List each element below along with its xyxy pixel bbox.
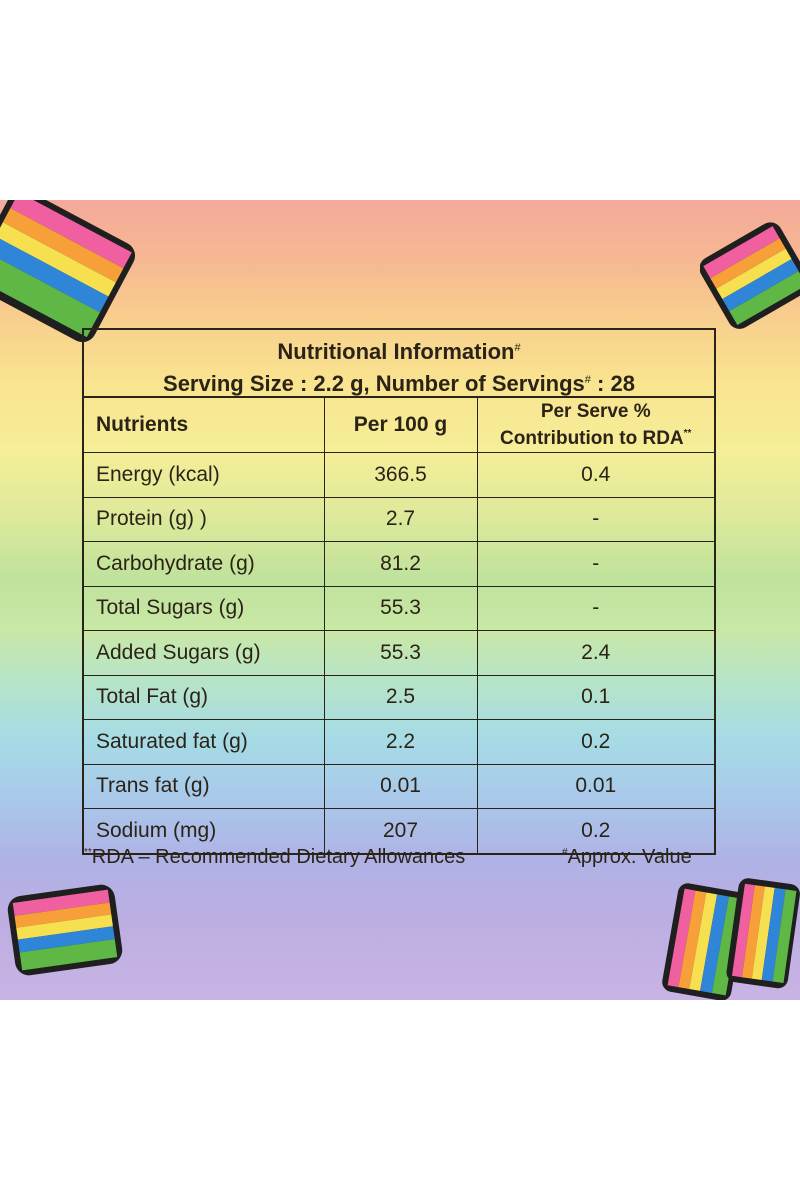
value-per-100g: 2.5	[323, 674, 478, 720]
value-rda: 0.01	[476, 763, 714, 809]
value-per-100g: 207	[323, 808, 478, 853]
nutrient-name: Sodium (mg)	[84, 808, 325, 853]
rainbow-background-card: Nutritional Information# Serving Size : …	[0, 200, 800, 1000]
table-row: Carbohydrate (g) 81.2-	[84, 541, 714, 587]
nutrition-table: Nutrients Per 100 g Per Serve % Contribut…	[84, 398, 714, 853]
table-row: Total Sugars (g) 55.3-	[84, 585, 714, 631]
value-per-100g: 0.01	[323, 763, 478, 809]
table-row: Total Fat (g) 2.5 0.1	[84, 674, 714, 720]
value-per-100g: 2.7	[323, 496, 478, 542]
nutrient-name: Trans fat (g)	[84, 763, 325, 809]
value-rda: -	[476, 541, 714, 587]
serving-marker: #	[584, 374, 591, 386]
value-rda: -	[476, 585, 714, 631]
value-rda: 0.4	[476, 452, 714, 498]
table-row: Saturated fat (g) 2.2 0.2	[84, 719, 714, 765]
footnote-approx: #Approx. Value	[562, 846, 692, 868]
table-row: Trans fat (g) 0.01 0.01	[84, 763, 714, 809]
title-marker: #	[514, 342, 521, 354]
table-row: Energy (kcal) 366.5 0.4	[84, 452, 714, 498]
nutrient-name: Total Fat (g)	[84, 674, 325, 720]
table-row: Added Sugars (g) 55.3 2.4	[84, 630, 714, 676]
value-rda: 0.2	[476, 808, 714, 853]
value-per-100g: 55.3	[323, 585, 478, 631]
value-per-100g: 81.2	[323, 541, 478, 587]
value-rda: 0.1	[476, 674, 714, 720]
serving-info: Serving Size : 2.2 g, Number of Servings…	[163, 371, 635, 396]
header-per-100g: Per 100 g	[323, 398, 478, 453]
table-header-row: Nutrients Per 100 g Per Serve % Contribut…	[84, 398, 714, 453]
footnote-rda: **RDA – Recommended Dietary Allowances	[84, 846, 466, 868]
rainbow-candy-illustration-bottom-right	[662, 878, 800, 1000]
nutrient-name: Carbohydrate (g)	[84, 541, 325, 587]
nutrient-name: Energy (kcal)	[84, 452, 325, 498]
value-rda: -	[476, 496, 714, 542]
header-rda: Per Serve % Contribution to RDA**	[476, 398, 714, 453]
rainbow-candy-illustration-bottom-left	[7, 884, 123, 976]
header-nutrients: Nutrients	[84, 398, 325, 453]
nutrition-title-block: Nutritional Information# Serving Size : …	[84, 330, 714, 398]
nutrient-name: Total Sugars (g)	[84, 585, 325, 631]
value-rda: 2.4	[476, 630, 714, 676]
value-rda: 0.2	[476, 719, 714, 765]
value-per-100g: 366.5	[323, 452, 478, 498]
nutrition-title: Nutritional Information#	[277, 339, 521, 364]
rainbow-candy-illustration-top-right	[700, 222, 800, 329]
value-per-100g: 55.3	[323, 630, 478, 676]
nutrient-name: Protein (g) )	[84, 496, 325, 542]
nutrition-table-panel: Nutritional Information# Serving Size : …	[82, 328, 716, 855]
value-per-100g: 2.2	[323, 719, 478, 765]
nutrient-name: Saturated fat (g)	[84, 719, 325, 765]
table-row: Protein (g) ) 2.7-	[84, 496, 714, 542]
table-row: Sodium (mg) 207 0.2	[84, 808, 714, 853]
rainbow-candy-illustration-top-left	[0, 200, 136, 343]
nutrient-name: Added Sugars (g)	[84, 630, 325, 676]
